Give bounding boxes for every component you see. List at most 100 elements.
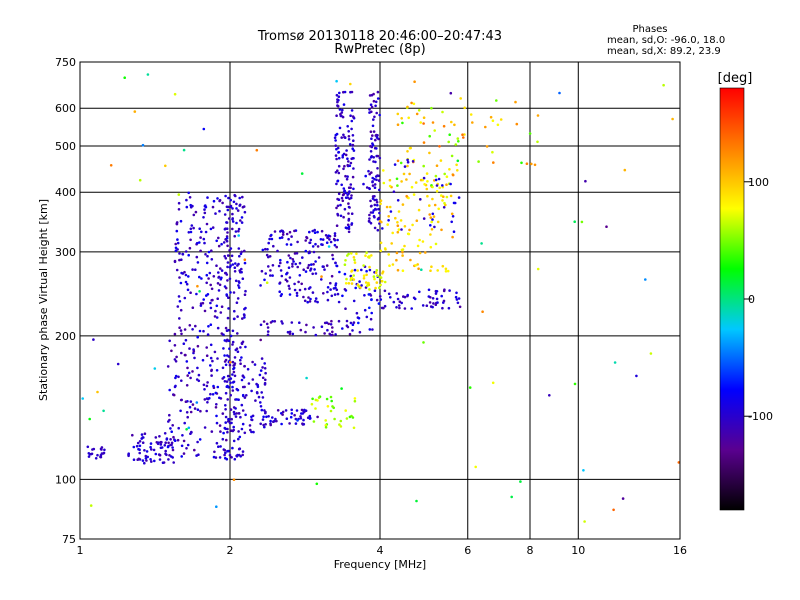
data-point xyxy=(375,136,379,139)
data-point xyxy=(228,249,231,252)
data-point xyxy=(288,276,292,279)
data-point xyxy=(229,334,233,338)
data-point xyxy=(203,309,207,313)
data-point xyxy=(186,288,190,292)
plot-border xyxy=(79,61,681,540)
data-point xyxy=(280,422,283,426)
data-point xyxy=(205,222,209,226)
data-point xyxy=(218,396,221,400)
data-point xyxy=(86,445,90,449)
data-point xyxy=(186,415,189,419)
data-point xyxy=(345,417,349,420)
data-point xyxy=(298,274,302,277)
data-point xyxy=(239,346,242,349)
data-point xyxy=(536,140,539,144)
data-point xyxy=(325,241,329,244)
data-point xyxy=(209,283,212,287)
data-point xyxy=(243,307,246,311)
data-point xyxy=(221,366,225,370)
data-point xyxy=(489,115,493,119)
data-point xyxy=(336,179,340,183)
data-point xyxy=(288,293,292,296)
data-point xyxy=(241,393,245,397)
data-point xyxy=(316,245,320,248)
data-point xyxy=(340,183,344,187)
data-point xyxy=(373,277,376,281)
data-point xyxy=(202,127,206,131)
data-point xyxy=(400,117,404,120)
data-point xyxy=(191,370,194,373)
data-point xyxy=(263,367,267,370)
data-point xyxy=(346,196,350,199)
data-point xyxy=(337,95,341,98)
data-point xyxy=(249,428,252,432)
data-point xyxy=(388,184,392,188)
data-point xyxy=(180,351,183,355)
data-point xyxy=(396,221,399,224)
data-point xyxy=(209,227,213,231)
data-point xyxy=(285,232,289,236)
data-point xyxy=(136,441,140,445)
data-point xyxy=(216,197,219,200)
data-point xyxy=(312,250,316,254)
data-point xyxy=(224,415,228,419)
data-point xyxy=(377,207,380,211)
data-point xyxy=(374,271,378,275)
data-point xyxy=(326,405,330,408)
data-point xyxy=(265,281,269,285)
x-tick-label: 6 xyxy=(464,544,471,557)
data-point xyxy=(182,148,186,152)
data-point xyxy=(188,405,192,409)
data-point xyxy=(209,323,213,327)
data-point xyxy=(149,445,152,449)
data-point xyxy=(338,126,342,130)
data-point xyxy=(190,224,194,227)
data-point xyxy=(375,178,378,182)
data-point xyxy=(265,253,269,257)
data-point xyxy=(406,293,410,297)
data-point xyxy=(426,194,429,198)
data-point xyxy=(353,397,357,400)
data-point xyxy=(314,272,318,275)
data-point xyxy=(368,306,371,310)
data-point xyxy=(442,206,446,209)
data-point xyxy=(267,415,270,418)
data-point xyxy=(164,449,167,453)
data-point xyxy=(174,384,177,388)
data-point xyxy=(259,369,263,372)
data-point xyxy=(334,261,337,265)
data-point xyxy=(336,292,340,296)
data-point xyxy=(352,278,356,281)
data-point xyxy=(332,237,336,241)
data-point xyxy=(294,422,298,425)
data-point xyxy=(334,333,337,336)
data-point xyxy=(380,279,384,283)
data-point xyxy=(428,213,432,216)
data-point xyxy=(191,268,194,271)
data-point xyxy=(335,206,338,210)
data-point xyxy=(337,171,341,175)
data-point xyxy=(191,403,195,406)
data-point xyxy=(302,268,306,272)
data-point xyxy=(463,106,467,110)
data-point xyxy=(223,380,227,383)
data-point xyxy=(300,282,304,286)
data-point xyxy=(451,235,454,239)
data-point xyxy=(255,148,259,152)
data-point xyxy=(261,366,264,369)
data-point xyxy=(573,382,577,386)
data-point xyxy=(289,256,292,260)
data-point xyxy=(183,270,186,274)
data-point xyxy=(311,245,315,248)
data-point xyxy=(173,439,177,443)
data-point xyxy=(245,394,248,397)
data-point xyxy=(223,254,226,258)
data-point xyxy=(173,358,177,361)
data-point xyxy=(202,237,206,241)
data-point xyxy=(196,366,199,370)
data-point xyxy=(135,444,139,448)
data-point xyxy=(396,184,399,187)
data-point xyxy=(167,458,170,461)
data-point xyxy=(199,304,203,307)
data-point xyxy=(224,227,227,230)
